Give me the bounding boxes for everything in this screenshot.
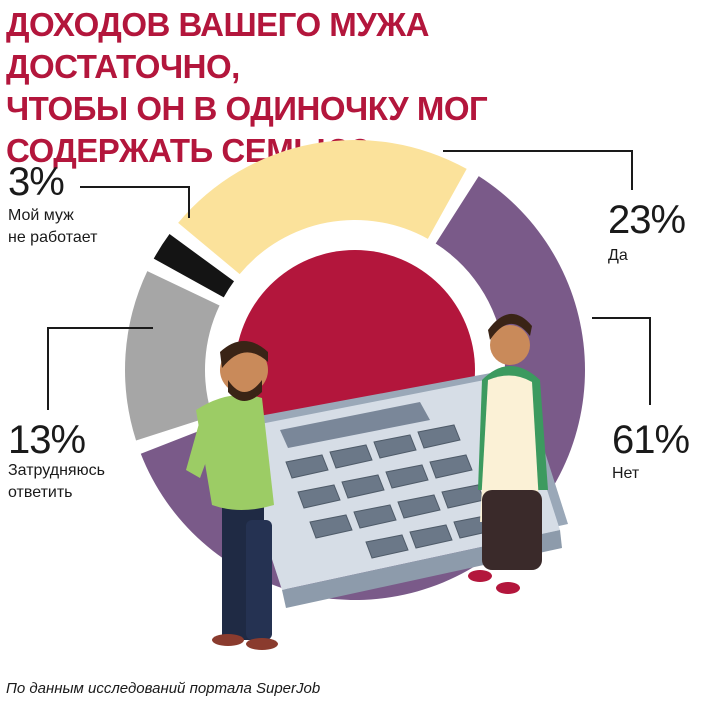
- pct-hard: 13%: [8, 418, 86, 462]
- leader-line-hard: [47, 327, 153, 410]
- leader-line-no: [592, 317, 651, 405]
- leader-line-yes: [443, 150, 633, 190]
- slice-yes: [178, 139, 467, 275]
- leader-line-not-working: [80, 186, 190, 218]
- label-hard: Затрудняюсь ответить: [8, 462, 105, 501]
- woman-figure-icon: [468, 313, 548, 594]
- title-line-1: ДОХОДОВ ВАШЕГО МУЖА ДОСТАТОЧНО,: [6, 6, 429, 85]
- slice-not-working: [153, 233, 235, 298]
- title-line-2: ЧТОБЫ ОН В ОДИНОЧКУ МОГ: [6, 90, 488, 127]
- pct-no: 61%: [612, 418, 690, 462]
- man-figure-icon: [186, 341, 278, 650]
- slice-hard: [125, 271, 220, 441]
- label-not-working: Мой муж не работает: [8, 207, 98, 246]
- pct-not-working: 3%: [8, 160, 65, 204]
- leader-lines: [47, 150, 651, 410]
- pct-yes: 23%: [608, 198, 686, 242]
- source-note: По данным исследований портала SuperJob: [6, 680, 321, 697]
- label-yes: Да: [608, 247, 628, 264]
- chart-title: ДОХОДОВ ВАШЕГО МУЖА ДОСТАТОЧНО, ЧТОБЫ ОН…: [6, 4, 646, 172]
- label-no: Нет: [612, 465, 640, 482]
